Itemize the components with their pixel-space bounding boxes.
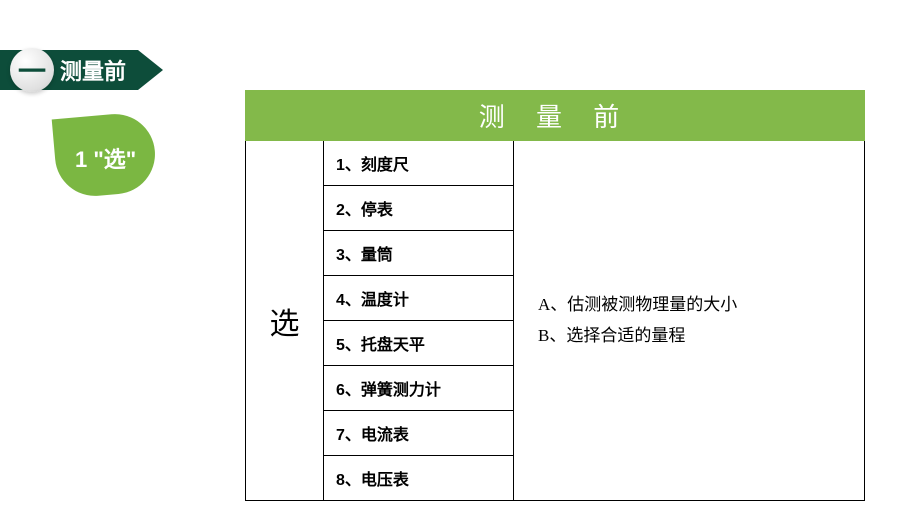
banner-title: 测量前 [60,54,126,86]
table-row: 3、量筒 [324,231,513,276]
table-row: 2、停表 [324,186,513,231]
table-row: 8、电压表 [324,456,513,500]
table-row: 1、刻度尺 [324,141,513,186]
banner-circle-icon: 一 [10,48,54,92]
section-banner: 测量前 一 [0,50,163,90]
leaf-badge: 1 "选" [45,110,165,200]
main-table: 测 量 前 选 1、刻度尺 2、停表 3、量筒 4、温度计 5、托盘天平 6、弹… [245,90,865,501]
leaf-label: 1 "选" [75,142,136,174]
table-row: 5、托盘天平 [324,321,513,366]
table-header: 测 量 前 [245,90,865,141]
table-items-column: 1、刻度尺 2、停表 3、量筒 4、温度计 5、托盘天平 6、弹簧测力计 7、电… [324,141,514,500]
note-b: B、选择合适的量程 [538,321,864,352]
table-row: 6、弹簧测力计 [324,366,513,411]
table-notes-column: A、估测被测物理量的大小 B、选择合适的量程 [514,141,864,500]
arrow-right-icon [138,50,163,90]
table-row: 7、电流表 [324,411,513,456]
table-body: 选 1、刻度尺 2、停表 3、量筒 4、温度计 5、托盘天平 6、弹簧测力计 7… [245,141,865,501]
note-a: A、估测被测物理量的大小 [538,290,864,321]
table-row: 4、温度计 [324,276,513,321]
table-left-label: 选 [246,141,324,500]
banner-circle-text: 一 [18,50,46,90]
